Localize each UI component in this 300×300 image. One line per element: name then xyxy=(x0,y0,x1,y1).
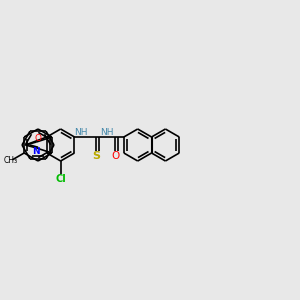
Text: O: O xyxy=(34,134,41,143)
Text: NH: NH xyxy=(100,128,113,137)
Text: O: O xyxy=(112,151,120,160)
Text: S: S xyxy=(93,151,101,160)
Text: CH₃: CH₃ xyxy=(3,156,17,165)
Text: N: N xyxy=(32,147,40,156)
Text: NH: NH xyxy=(74,128,88,137)
Text: Cl: Cl xyxy=(55,174,66,184)
